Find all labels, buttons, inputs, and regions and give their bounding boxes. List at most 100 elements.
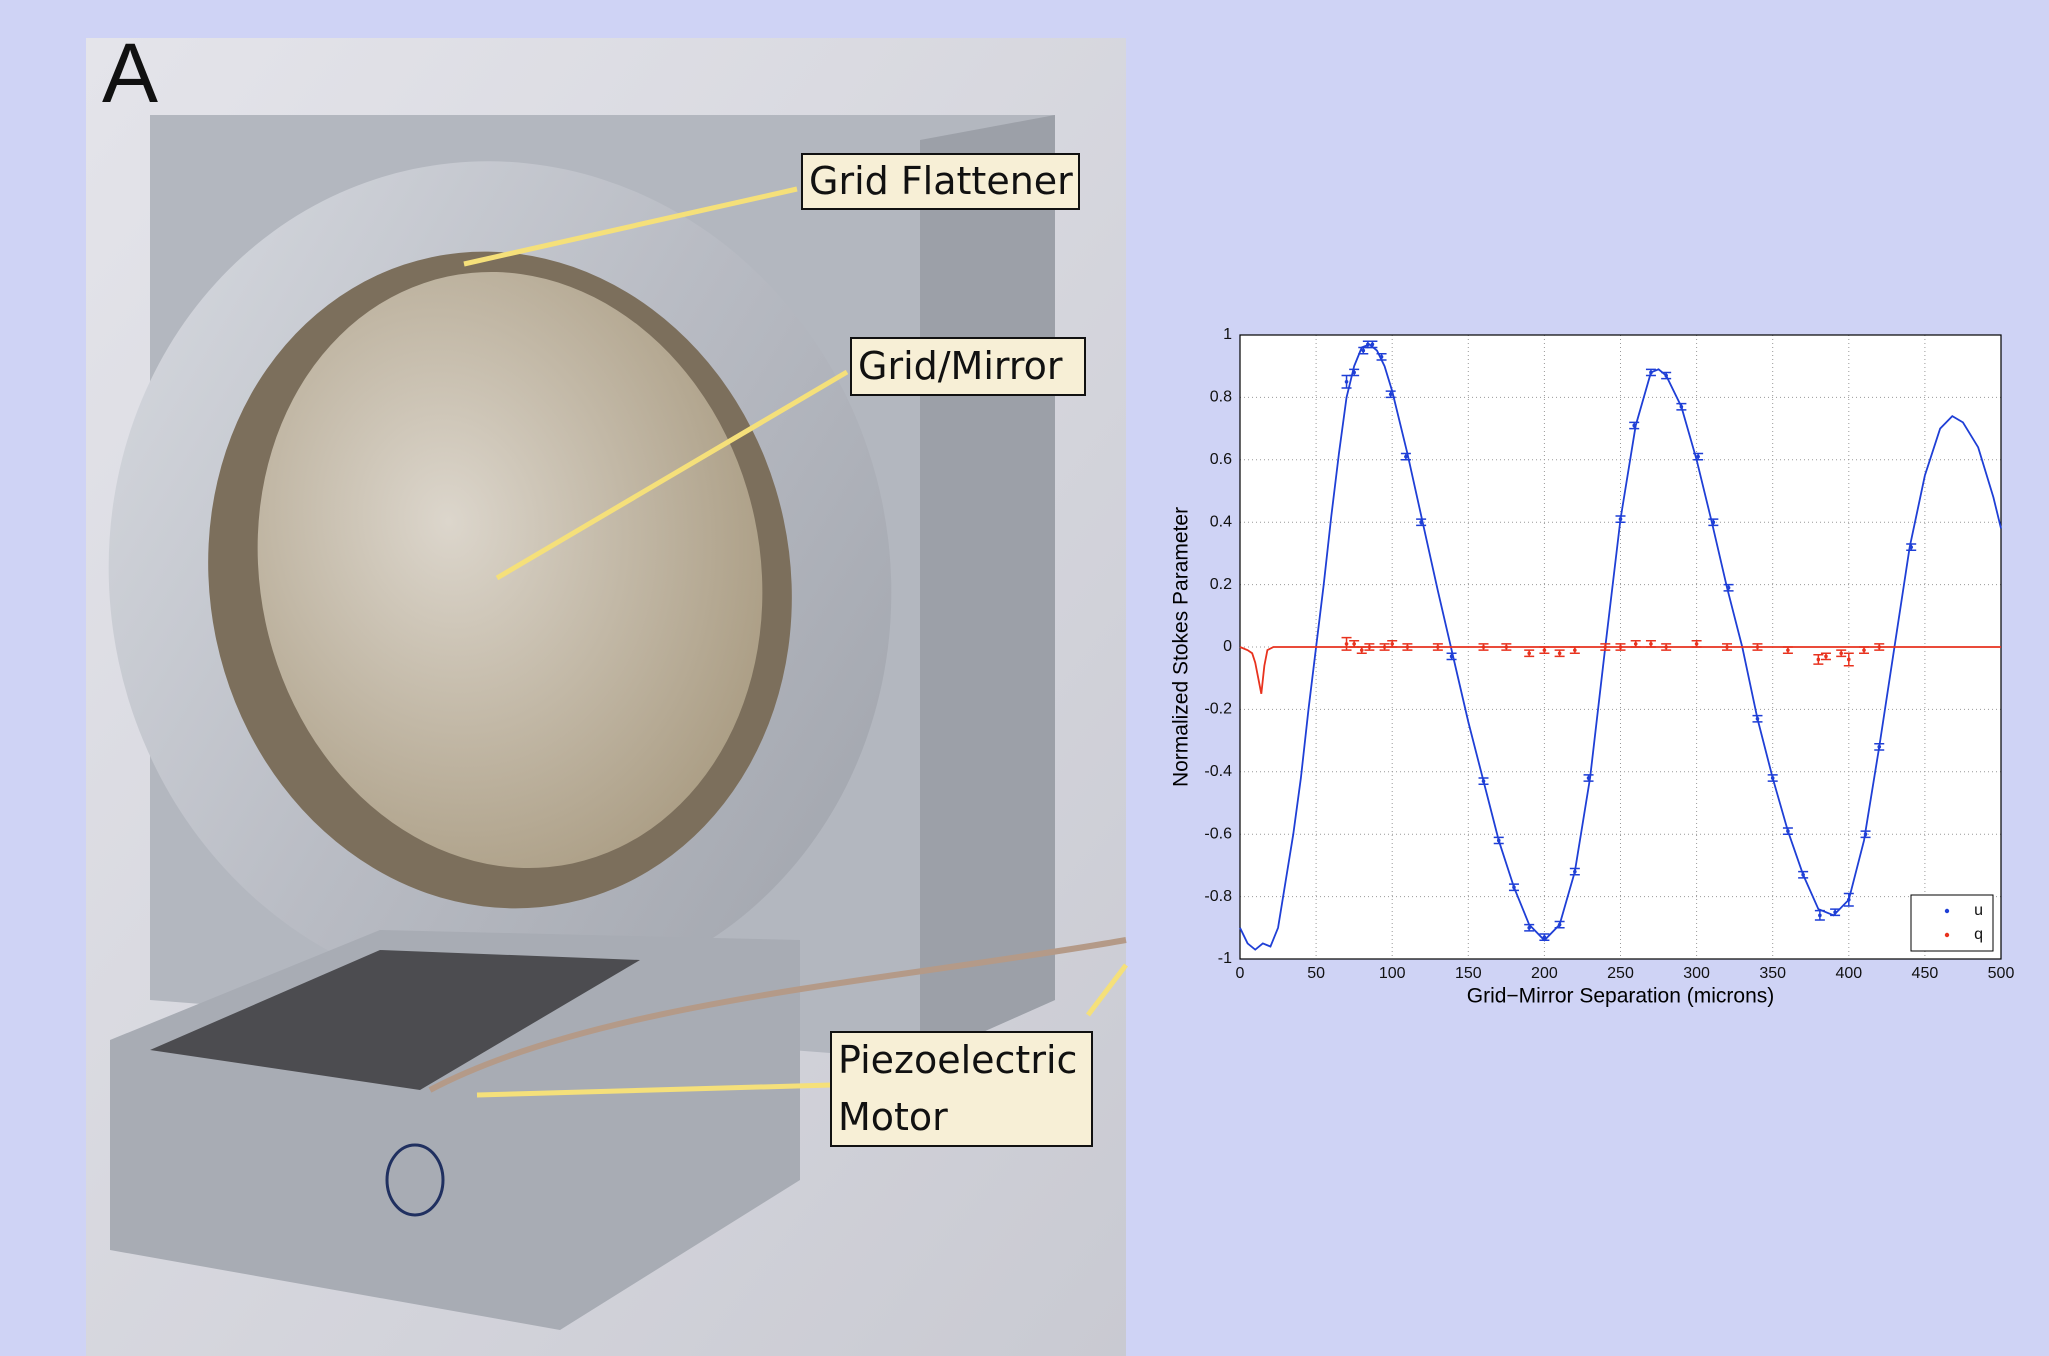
legend-label: u <box>1974 902 1983 919</box>
data-point <box>1632 423 1636 428</box>
cable <box>428 937 1127 1093</box>
data-point <box>1839 651 1843 656</box>
data-point <box>1618 645 1623 649</box>
data-point <box>1481 779 1486 783</box>
x-tick-label: 100 <box>1379 965 1406 982</box>
data-point <box>1586 776 1591 780</box>
data-point <box>1725 645 1729 649</box>
y-tick-label: 0.2 <box>1210 576 1232 593</box>
data-point <box>1405 645 1410 649</box>
label-text: Grid Flattener <box>809 159 1073 203</box>
data-point <box>1512 885 1516 890</box>
photo: A <box>86 26 1128 1356</box>
data-point <box>1379 355 1384 359</box>
data-point <box>1679 404 1684 409</box>
data-point <box>1726 585 1731 590</box>
data-point <box>1786 829 1790 833</box>
data-point <box>1696 454 1700 459</box>
data-point <box>1390 642 1394 646</box>
data-point <box>1361 348 1366 353</box>
data-point <box>1862 648 1866 652</box>
y-tick-label: -0.2 <box>1204 701 1232 718</box>
data-point <box>1557 651 1562 656</box>
data-point <box>1711 520 1716 524</box>
data-point <box>1877 645 1882 649</box>
panel-label: A <box>102 26 158 120</box>
data-point <box>1449 654 1454 659</box>
legend-label: q <box>1974 926 1983 943</box>
data-point <box>1909 545 1914 549</box>
data-point <box>1367 645 1372 649</box>
data-point <box>1649 642 1653 646</box>
legend-box <box>1910 894 1994 952</box>
x-tick-label: 300 <box>1683 965 1710 982</box>
data-point <box>1755 645 1760 649</box>
y-tick-label: 0.6 <box>1210 451 1232 468</box>
x-tick-label: 400 <box>1835 965 1862 982</box>
pointer-line <box>476 1082 832 1098</box>
data-point <box>1496 838 1501 843</box>
x-tick-label: 250 <box>1607 965 1634 982</box>
data-point <box>1542 935 1547 939</box>
data-point <box>1818 913 1822 918</box>
label-text: Grid/Mirror <box>858 344 1063 388</box>
x-tick-label: 500 <box>1988 965 2015 982</box>
label-box <box>801 153 1080 210</box>
data-point <box>1366 342 1370 347</box>
x-axis-label: Grid−Mirror Separation (microns) <box>1467 985 1775 1008</box>
y-tick-label: 0.8 <box>1210 389 1232 406</box>
data-point <box>1664 373 1668 378</box>
data-point <box>1573 648 1577 652</box>
data-point <box>1419 520 1423 524</box>
chart: 0 50 100 150 200 250 300 350 400 450 500 -1 -0.8 -0.6… <box>1170 326 2015 1007</box>
x-tick-label: 0 <box>1236 965 1245 982</box>
x-tick-label: 450 <box>1912 965 1939 982</box>
x-tick-label: 50 <box>1307 965 1325 982</box>
pointer-line <box>495 369 849 581</box>
y-tick-label: 1 <box>1223 326 1232 343</box>
label-box <box>850 337 1086 396</box>
data-point <box>1344 642 1349 646</box>
y-tick-label: 0 <box>1223 638 1232 655</box>
data-point <box>1481 645 1486 649</box>
data-point <box>1404 454 1408 459</box>
pointer-line <box>1086 963 1128 1017</box>
data-point <box>1344 380 1349 384</box>
data-point <box>1694 642 1699 646</box>
y-tick-label: -0.6 <box>1204 825 1232 842</box>
data-point <box>1824 654 1828 659</box>
data-point <box>1877 745 1882 749</box>
data-point <box>1603 645 1608 649</box>
data-point <box>1847 897 1851 902</box>
photo-labels: Grid Flattener Grid/Mirror Piezoelectric Mo… <box>801 153 1093 1147</box>
x-tick-label: 350 <box>1759 965 1786 982</box>
x-tick-label: 200 <box>1531 965 1558 982</box>
data-point <box>1633 642 1638 646</box>
label-box <box>830 1031 1093 1147</box>
data-point <box>1436 645 1440 649</box>
data-point <box>1755 716 1760 721</box>
data-point <box>1542 648 1547 652</box>
data-point <box>1352 370 1356 375</box>
label-text: Motor <box>838 1095 948 1139</box>
y-tick-label: -1 <box>1218 950 1232 967</box>
data-point <box>1370 342 1375 347</box>
motor-box-interior <box>150 950 640 1090</box>
data-point <box>1618 517 1623 521</box>
data-point <box>1573 869 1577 874</box>
series-line <box>1239 646 2001 694</box>
y-tick-label: -0.4 <box>1204 763 1232 780</box>
data-point <box>1786 648 1790 652</box>
data-point <box>1388 392 1393 397</box>
label-text: Piezoelectric <box>838 1038 1077 1082</box>
data-point <box>1504 645 1509 649</box>
data-point <box>1833 910 1837 914</box>
data-point <box>1649 370 1653 375</box>
data-point <box>1664 645 1668 649</box>
data-point <box>1352 642 1356 646</box>
y-tick-label: 0.4 <box>1210 513 1232 530</box>
data-point <box>1527 651 1531 656</box>
data-point <box>1770 776 1775 780</box>
data-point <box>1557 922 1562 927</box>
